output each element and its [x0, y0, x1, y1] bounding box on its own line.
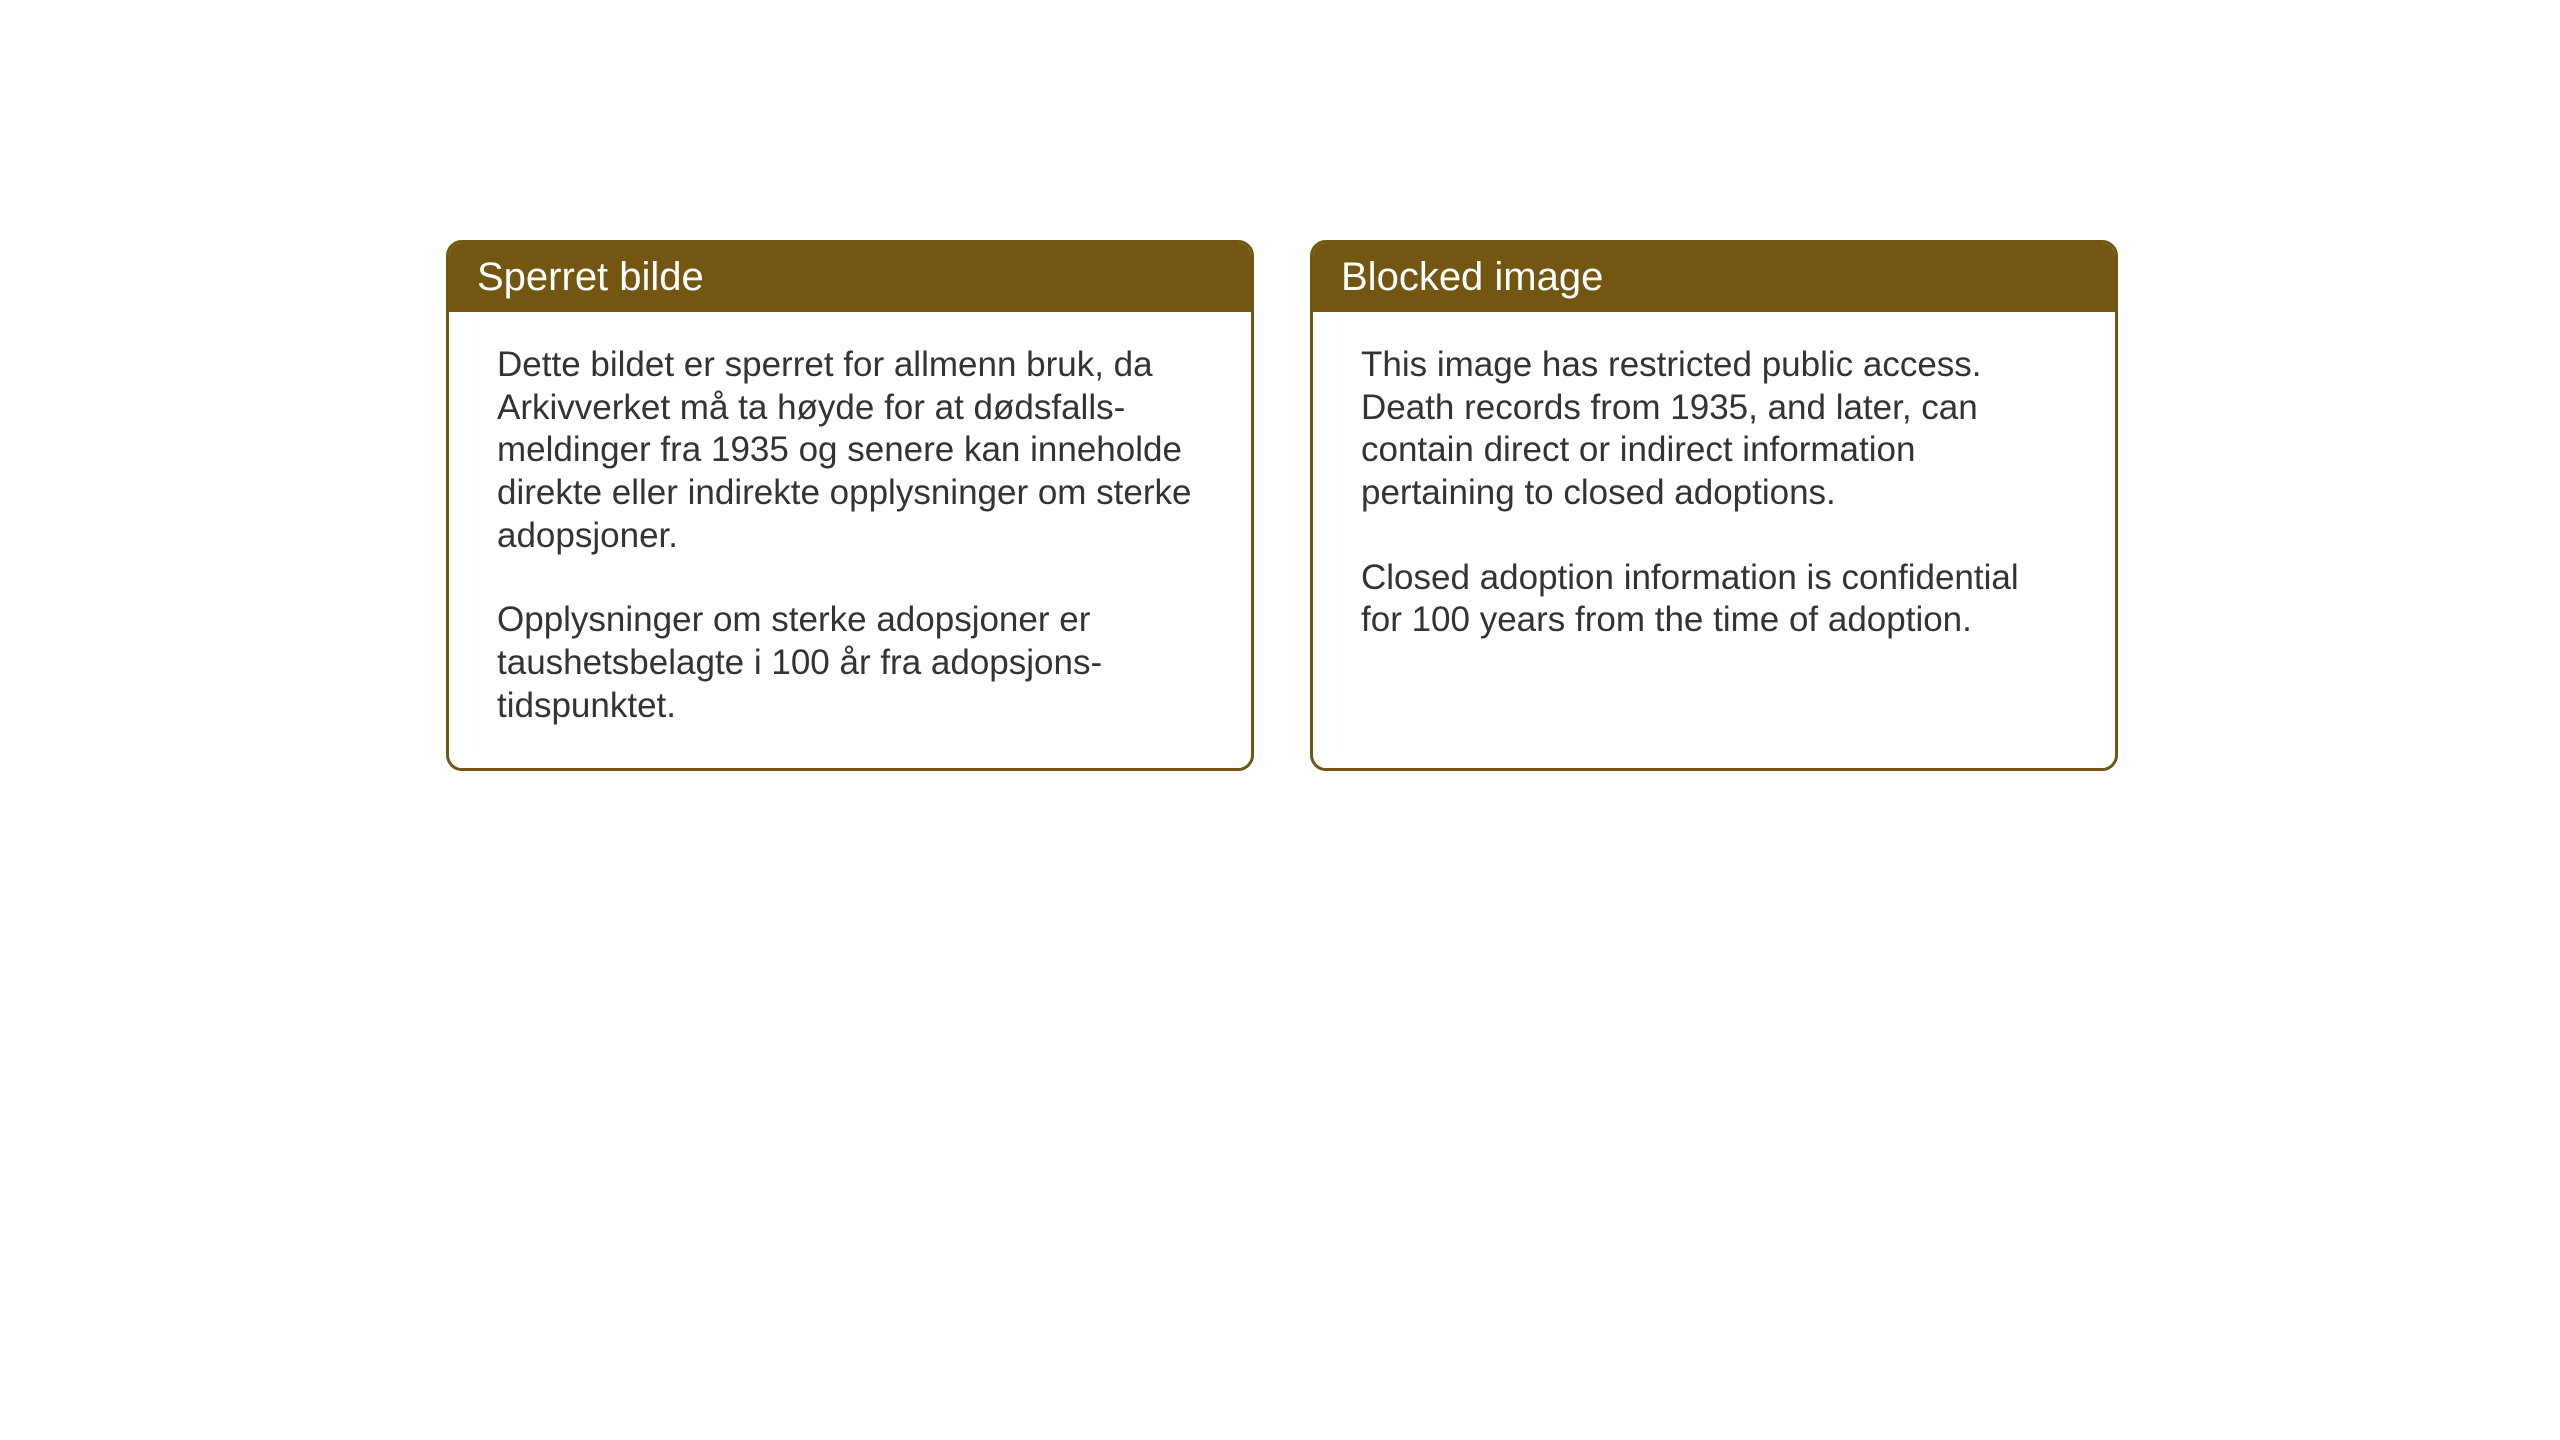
notice-box-norwegian: Sperret bilde Dette bildet er sperret fo…	[446, 240, 1254, 771]
notice-paragraph-1-norwegian: Dette bildet er sperret for allmenn bruk…	[497, 344, 1203, 557]
notice-title-english: Blocked image	[1341, 255, 1603, 299]
notice-header-english: Blocked image	[1313, 243, 2115, 312]
notice-paragraph-2-english: Closed adoption information is confident…	[1361, 557, 2067, 642]
notice-paragraph-2-norwegian: Opplysninger om sterke adopsjoner er tau…	[497, 599, 1203, 727]
notice-paragraph-1-english: This image has restricted public access.…	[1361, 344, 2067, 515]
notice-container: Sperret bilde Dette bildet er sperret fo…	[446, 240, 2118, 771]
notice-header-norwegian: Sperret bilde	[449, 243, 1251, 312]
notice-body-english: This image has restricted public access.…	[1313, 312, 2115, 752]
notice-title-norwegian: Sperret bilde	[477, 255, 704, 299]
notice-body-norwegian: Dette bildet er sperret for allmenn bruk…	[449, 312, 1251, 768]
notice-box-english: Blocked image This image has restricted …	[1310, 240, 2118, 771]
